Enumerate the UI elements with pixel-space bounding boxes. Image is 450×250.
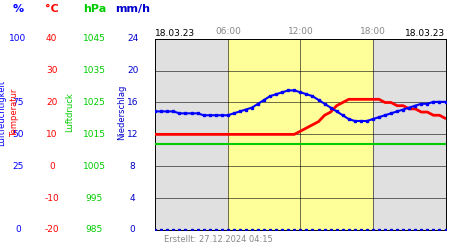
Bar [228, 39, 373, 230]
Text: Luftdruck: Luftdruck [65, 92, 74, 132]
Text: Niederschlag: Niederschlag [117, 85, 126, 140]
Text: %: % [13, 4, 23, 14]
Text: 985: 985 [86, 226, 103, 234]
Text: 30: 30 [46, 66, 58, 75]
Text: 24: 24 [127, 34, 139, 43]
Text: Erstellt: 27.12.2024 04:15: Erstellt: 27.12.2024 04:15 [164, 235, 273, 244]
Text: mm/h: mm/h [115, 4, 150, 14]
Text: 18.03.23: 18.03.23 [405, 28, 446, 38]
Text: 100: 100 [9, 34, 27, 43]
Text: 12: 12 [127, 130, 139, 139]
Text: 0: 0 [130, 226, 135, 234]
Text: 25: 25 [12, 162, 24, 171]
Text: -10: -10 [45, 194, 59, 202]
Text: 4: 4 [130, 194, 135, 202]
Text: 40: 40 [46, 34, 58, 43]
Text: 1035: 1035 [83, 66, 106, 75]
Text: 16: 16 [127, 98, 139, 107]
Text: -20: -20 [45, 226, 59, 234]
Text: 995: 995 [86, 194, 103, 202]
Text: 1025: 1025 [83, 98, 106, 107]
Text: 1045: 1045 [83, 34, 106, 43]
Text: 10: 10 [46, 130, 58, 139]
Text: 8: 8 [130, 162, 135, 171]
Text: 20: 20 [46, 98, 58, 107]
Text: Temperatur: Temperatur [10, 88, 19, 137]
Text: hPa: hPa [83, 4, 106, 14]
Text: 1015: 1015 [83, 130, 106, 139]
Text: 18.03.23: 18.03.23 [155, 28, 195, 38]
Text: 50: 50 [12, 130, 24, 139]
Text: 0: 0 [15, 226, 21, 234]
Text: Luftfeuchtigkeit: Luftfeuchtigkeit [0, 80, 6, 146]
Text: °C: °C [45, 4, 58, 14]
Text: 0: 0 [49, 162, 54, 171]
Text: 20: 20 [127, 66, 139, 75]
Text: 75: 75 [12, 98, 24, 107]
Text: 1005: 1005 [83, 162, 106, 171]
